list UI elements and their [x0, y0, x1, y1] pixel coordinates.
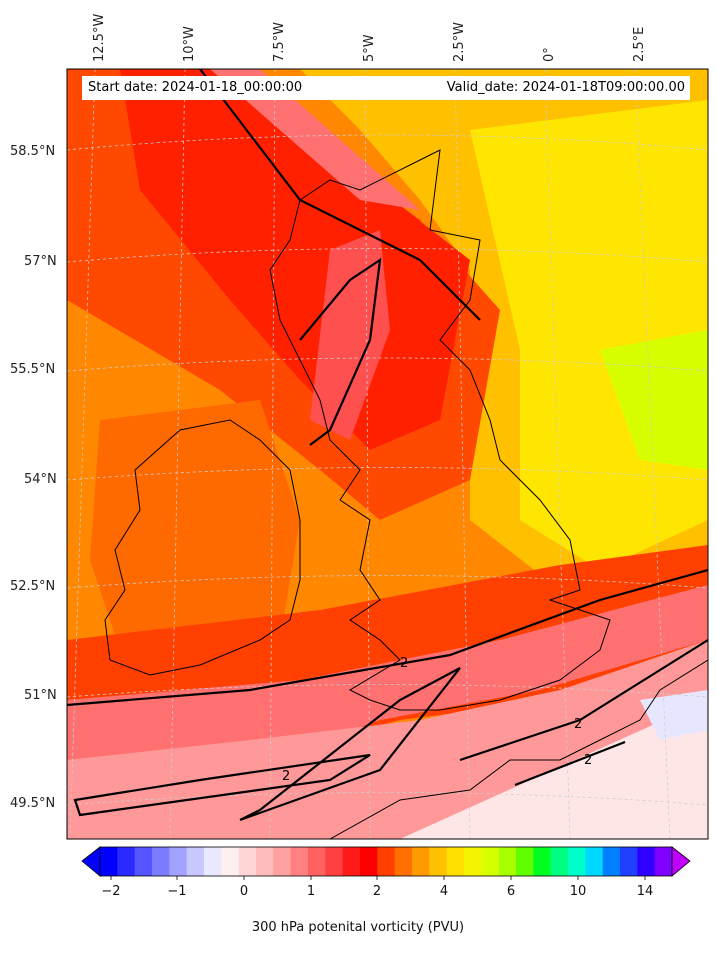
pv-negative-patch [640, 690, 708, 740]
pv-deep-red-band [120, 69, 470, 450]
colorbar-cell [464, 847, 482, 876]
colorbar-tick-label: 1 [306, 884, 316, 899]
colorbar-tick-label: 6 [506, 884, 516, 899]
map-frame [66, 68, 709, 840]
colorbar-cell [429, 847, 448, 876]
pv2-contour-north [199, 69, 481, 321]
colorbar-cell [568, 847, 586, 876]
colorbar-cell [412, 847, 430, 876]
colorbar-under-arrow [81, 846, 101, 877]
lat-label-49-5n: 49.5°N [10, 796, 56, 811]
colorbar-cell [533, 847, 552, 876]
contour-label-1: 2 [400, 656, 408, 671]
colorbar-cell [169, 847, 188, 876]
colorbar-cell [446, 847, 465, 876]
pv2-contour-south-d [459, 639, 708, 762]
lon-label-0: 0° [542, 47, 557, 62]
colorbar-cell [134, 847, 153, 876]
lat-label-52-5n: 52.5°N [10, 579, 56, 594]
contour-label-2: 2 [282, 769, 290, 784]
colorbar-cell [290, 847, 309, 876]
pv-scotland-high [310, 230, 390, 440]
colorbar-cell [654, 847, 673, 876]
colorbar-cell [117, 847, 136, 876]
pv2-contour-channel [514, 740, 626, 787]
colorbar-cell [637, 847, 656, 876]
colorbar-tick-label: 0 [239, 884, 249, 899]
colorbar-cell [342, 847, 361, 876]
coastlines [104, 149, 708, 839]
lon-label-2-5w: 2.5°W [452, 21, 467, 62]
colorbar-cell [238, 847, 257, 876]
colorbar-cell [377, 847, 396, 876]
colorbar-cell [325, 847, 344, 876]
colorbar-cell [273, 847, 292, 876]
lon-label-10w: 10°W [182, 26, 197, 62]
colorbar-cell [100, 847, 118, 876]
colorbar-cells [100, 847, 673, 876]
contour-label-4: 2 [584, 753, 592, 768]
colorbar [81, 846, 691, 880]
contour-labels: 2 2 2 2 [282, 656, 592, 784]
lon-label-12-5w: 12.5°W [92, 13, 107, 62]
colorbar-tick-label: 4 [439, 884, 449, 899]
pv2-contour-south-b [73, 753, 371, 817]
colorbar-cell [221, 847, 240, 876]
start-date-label: Start date: 2024-01-18_00:00:00 [88, 80, 303, 95]
colorbar-cell [204, 847, 222, 876]
lat-label-54n: 54°N [24, 472, 57, 487]
lon-label-7-5w: 7.5°W [272, 21, 287, 62]
britain-coast [269, 149, 611, 711]
pv2-contours [67, 69, 708, 822]
colorbar-tick-label: 10 [569, 884, 587, 899]
colorbar-cell [516, 847, 534, 876]
colorbar-cell [550, 847, 569, 876]
valid-date-label: Valid_date: 2024-01-18T09:00:00.00 [446, 80, 685, 95]
graticule [67, 69, 708, 839]
colorbar-cell [308, 847, 326, 876]
colorbar-tick-label: 2 [372, 884, 382, 899]
pv2-contour-south-a [67, 568, 708, 707]
colorbar-cell [585, 847, 604, 876]
pv2-contour-south-c [239, 667, 461, 822]
lon-label-2-5e: 2.5°E [632, 26, 647, 62]
colorbar-cell [602, 847, 621, 876]
colorbar-tick-label: −1 [167, 884, 187, 899]
colorbar-cell [498, 847, 517, 876]
colorbar-over-arrow [671, 846, 691, 877]
lat-label-58-5n: 58.5°N [10, 144, 56, 159]
colorbar-title: 300 hPa potenital vorticity (PVU) [251, 920, 465, 935]
colorbar-ticks [110, 876, 646, 880]
colorbar-cell [152, 847, 170, 876]
ireland-coast [104, 419, 301, 676]
lon-label-5w: 5°W [362, 34, 377, 62]
pv2-contour-scotland [299, 257, 382, 446]
colorbar-frame [99, 846, 673, 877]
colorbar-cell [186, 847, 205, 876]
france-coast [329, 659, 708, 839]
colorbar-cell [620, 847, 638, 876]
colorbar-cell [360, 847, 378, 876]
contour-label-3: 2 [574, 717, 582, 732]
lat-label-51n: 51°N [24, 688, 57, 703]
colorbar-tick-label: 14 [636, 884, 654, 899]
colorbar-tick-label: −2 [101, 884, 121, 899]
colorbar-cell [481, 847, 500, 876]
header-box [82, 76, 690, 100]
pv-field [67, 69, 708, 839]
lat-label-57n: 57°N [24, 254, 57, 269]
colorbar-cell [256, 847, 274, 876]
lat-label-55-5n: 55.5°N [10, 362, 56, 377]
colorbar-cell [394, 847, 413, 876]
pv-pink-strip [210, 69, 420, 210]
